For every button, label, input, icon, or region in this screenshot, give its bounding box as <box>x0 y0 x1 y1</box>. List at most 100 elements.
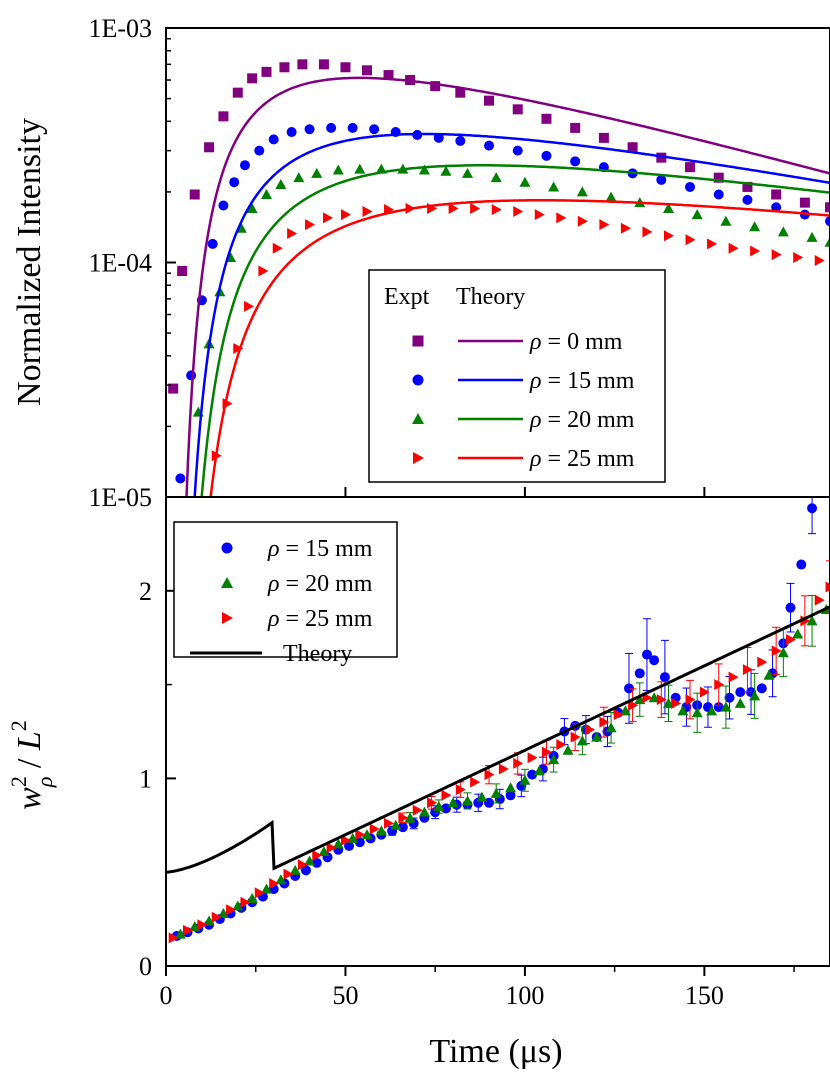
top-point <box>541 150 552 161</box>
bottom-point <box>433 801 445 812</box>
bottom-point <box>447 797 459 808</box>
bottom-point <box>183 924 194 936</box>
top-point <box>229 177 240 188</box>
bottom-point <box>312 849 323 861</box>
legend-marker <box>221 542 233 554</box>
bottom-point <box>724 692 735 703</box>
bottom-point <box>570 731 581 743</box>
top-point <box>620 222 631 234</box>
top-point <box>793 252 804 264</box>
bottom-point <box>807 503 818 514</box>
ylabel-w-sup: 2 <box>6 776 31 787</box>
top-series-2 <box>192 163 830 417</box>
bottom-theory-line <box>166 605 830 874</box>
top-series-3 <box>211 202 825 462</box>
top-point <box>556 212 567 224</box>
top-point <box>627 142 638 153</box>
bottom-point <box>556 739 567 751</box>
bottom-point <box>599 716 610 728</box>
bottom-point <box>624 683 635 694</box>
top-point <box>491 204 502 216</box>
top-point <box>685 181 696 192</box>
top-point <box>656 174 667 185</box>
bottom-point <box>763 669 775 680</box>
legend-entry-label: ρ = 20 mm <box>267 571 373 597</box>
legend-rho: ρ <box>267 571 280 597</box>
legend-rho: ρ <box>529 329 542 355</box>
top-point <box>548 181 560 192</box>
bottom-point <box>344 840 355 851</box>
bottom-point <box>714 679 725 691</box>
top-point <box>297 59 308 70</box>
bottom-point <box>634 668 645 679</box>
bottom-point <box>326 842 337 854</box>
bottom-point <box>756 683 767 694</box>
top-theory-curves <box>185 76 830 497</box>
top-point <box>175 473 186 484</box>
legend-rho: ρ <box>529 368 542 394</box>
bottom-point <box>628 699 639 711</box>
top-point <box>177 265 188 276</box>
bottom-point <box>361 829 373 840</box>
legend-marker <box>222 612 233 624</box>
bottom-point <box>656 694 667 706</box>
legend-marker <box>413 452 424 464</box>
top-point <box>534 209 545 221</box>
bottom-point <box>796 559 807 570</box>
top-point <box>642 226 653 238</box>
bottom-point <box>455 784 466 796</box>
top-point <box>750 245 761 257</box>
bottom-point <box>498 763 509 775</box>
top-point <box>347 122 358 133</box>
top-point <box>519 176 531 187</box>
bottom-series-1 <box>174 594 830 939</box>
x-tick-label: 0 <box>160 981 173 1010</box>
top-point <box>258 265 269 277</box>
bottom-point <box>792 628 804 639</box>
bottom-point <box>384 817 395 829</box>
legend-entry-label: ρ = 25 mm <box>529 446 635 472</box>
top-point <box>275 179 287 190</box>
bottom-point <box>576 735 588 746</box>
bottom-point <box>354 837 365 848</box>
bottom-point <box>304 855 316 866</box>
top-point <box>484 95 495 106</box>
x-tick-label: 50 <box>332 981 358 1010</box>
top-point <box>218 200 229 211</box>
bottom-point <box>706 705 718 716</box>
bottom-point <box>390 819 402 830</box>
top-point <box>361 65 372 76</box>
bottom-point <box>619 705 631 716</box>
bottom-theory-curve <box>166 605 830 874</box>
top-point <box>455 135 466 146</box>
bottom-point <box>591 731 603 742</box>
bottom-point <box>641 649 652 660</box>
top-point <box>232 87 243 98</box>
top-point <box>599 219 610 231</box>
bottom-y-tick-label: 2 <box>139 577 152 606</box>
top-point <box>168 383 179 394</box>
bottom-point <box>720 701 732 712</box>
bottom-point <box>275 874 287 885</box>
bottom-point <box>461 795 473 806</box>
top-point <box>455 87 466 98</box>
bottom-point <box>490 787 502 798</box>
legend-value: = 20 mm <box>280 571 373 597</box>
bottom-y-axis-label-text: w2ρ / L2 <box>6 720 57 810</box>
bottom-point <box>533 765 545 776</box>
top-point <box>286 127 297 138</box>
bottom-point <box>168 932 179 944</box>
bottom-point <box>806 615 818 626</box>
top-point <box>326 122 337 133</box>
top-point <box>799 197 810 208</box>
ylabel-L-sup: 2 <box>6 720 31 731</box>
bottom-point <box>427 797 438 809</box>
bottom-point <box>418 806 430 817</box>
top-point <box>605 191 617 202</box>
top-point <box>293 172 305 183</box>
top-point <box>318 59 329 70</box>
x-axis-label: Time (μs) <box>429 1033 562 1070</box>
bottom-point <box>562 744 574 755</box>
